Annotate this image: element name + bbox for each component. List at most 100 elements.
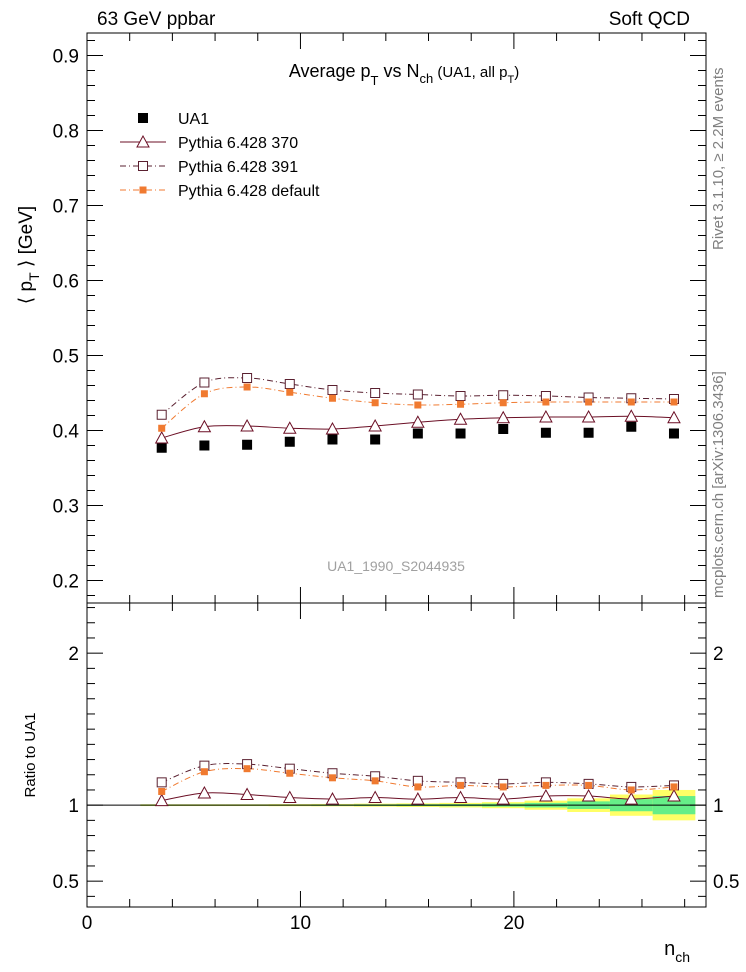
main-y-tick-label: 0.5 bbox=[53, 347, 79, 368]
ratio-data-point bbox=[453, 790, 468, 804]
ratio-data-point bbox=[539, 788, 553, 802]
rivet-version-label: Rivet 3.1.10, ≥ 2.2M events bbox=[710, 68, 727, 251]
ratio-y-axis-label: Ratio to UA1 bbox=[22, 712, 39, 797]
ratio-y-tick-label-right: 2 bbox=[713, 644, 724, 665]
main-data-point bbox=[325, 421, 340, 435]
main-data-point bbox=[242, 439, 253, 450]
main-data-point bbox=[370, 434, 381, 445]
legend-label: UA1 bbox=[178, 111, 209, 128]
main-data-point bbox=[670, 398, 678, 406]
main-data-point bbox=[412, 389, 423, 400]
ratio-data-point bbox=[542, 781, 550, 789]
plot-title: Average pT vs Nch (UA1, all pT) bbox=[289, 61, 519, 88]
ratio-y-tick-label-right: 0.5 bbox=[713, 872, 739, 893]
ratio-data-point bbox=[325, 792, 340, 805]
main-data-point bbox=[455, 391, 466, 401]
main-data-point bbox=[414, 401, 422, 409]
main-y-tick-label: 0.4 bbox=[53, 422, 80, 443]
x-axis-label: nch bbox=[664, 938, 690, 965]
legend-marker bbox=[136, 134, 150, 148]
ratio-y-tick-label: 1 bbox=[68, 796, 79, 817]
legend-entry: Pythia 6.428 391 bbox=[120, 159, 298, 176]
ratio-plot-frame bbox=[86, 602, 707, 908]
ratio-data-point bbox=[282, 790, 297, 804]
main-data-point bbox=[581, 409, 596, 423]
main-data-point bbox=[542, 398, 550, 406]
main-data-point bbox=[540, 427, 551, 438]
main-data-point bbox=[498, 390, 509, 401]
ratio-data-point bbox=[371, 777, 379, 785]
legend-entry: Pythia 6.428 default bbox=[120, 183, 320, 200]
main-y-tick-label: 0.2 bbox=[53, 572, 79, 593]
x-tick-label: 20 bbox=[503, 913, 524, 934]
ratio-data-point bbox=[368, 790, 382, 804]
legend-marker bbox=[138, 113, 148, 123]
collision-label: 63 GeV ppbar bbox=[97, 9, 216, 30]
main-y-tick-label: 0.3 bbox=[53, 497, 79, 518]
ratio-data-point bbox=[156, 777, 167, 788]
ratio-data-point bbox=[581, 788, 596, 802]
main-data-point bbox=[156, 409, 167, 420]
ratio-data-point bbox=[627, 786, 635, 794]
ratio-data-point bbox=[624, 792, 639, 805]
main-data-point bbox=[368, 418, 382, 432]
main-data-point bbox=[199, 440, 210, 451]
ratio-data-point bbox=[499, 783, 507, 791]
main-data-point bbox=[626, 421, 637, 432]
main-data-point bbox=[158, 424, 166, 432]
mcplots-reference-label: mcplots.cern.ch [arXiv:1306.3436] bbox=[710, 371, 727, 598]
main-data-point bbox=[284, 436, 295, 447]
ratio-data-point bbox=[200, 768, 208, 776]
main-data-point bbox=[627, 398, 635, 406]
main-data-point bbox=[370, 388, 381, 398]
legend-marker bbox=[139, 186, 147, 194]
main-data-point bbox=[286, 388, 294, 396]
main-data-point bbox=[455, 428, 466, 439]
ratio-data-point bbox=[158, 787, 166, 795]
ratio-y-tick-label: 0.5 bbox=[53, 872, 79, 893]
legend: UA1 Pythia 6.428 370 Pythia 6.428 391 Pythi… bbox=[120, 111, 320, 200]
ratio-data-point bbox=[328, 774, 336, 782]
ratio-data-point bbox=[286, 769, 294, 777]
main-data-point bbox=[583, 427, 594, 438]
analysis-watermark: UA1_1990_S2044935 bbox=[327, 558, 465, 574]
main-plot-panel: 0.2 0.3 0.4 0.5 0.6 0.7 0.8 0.9 Average pT vs N… bbox=[16, 32, 707, 604]
legend-label: Pythia 6.428 370 bbox=[178, 135, 298, 152]
main-data-point bbox=[499, 399, 507, 407]
ratio-data-point bbox=[243, 765, 251, 773]
main-data-point bbox=[284, 379, 295, 389]
main-data-point bbox=[282, 421, 297, 434]
ratio-y-tick-label: 2 bbox=[68, 644, 79, 665]
ratio-data-point bbox=[457, 781, 465, 789]
main-data-point bbox=[667, 410, 681, 424]
main-data-point bbox=[498, 424, 509, 434]
legend-entry: Pythia 6.428 370 bbox=[120, 134, 298, 152]
main-y-tick-label: 0.6 bbox=[53, 272, 79, 293]
main-data-point bbox=[457, 400, 465, 408]
main-y-tick-label: 0.7 bbox=[53, 197, 79, 218]
ratio-data-point bbox=[670, 783, 678, 791]
legend-entry: UA1 bbox=[138, 111, 209, 128]
main-data-point bbox=[539, 409, 553, 423]
ratio-data-point bbox=[496, 792, 511, 805]
main-data-point bbox=[199, 377, 210, 388]
main-y-tick-label: 0.9 bbox=[53, 47, 79, 68]
ratio-data-point bbox=[414, 783, 422, 791]
main-data-point bbox=[154, 430, 169, 444]
main-data-point bbox=[411, 415, 425, 428]
ratio-data-point bbox=[411, 792, 425, 805]
ratio-y-tick-label-right: 1 bbox=[713, 796, 724, 817]
main-data-point bbox=[243, 383, 251, 391]
main-data-point bbox=[496, 410, 511, 424]
ratio-plot-panel: 0 10 20 0.5 0.5 1 1 2 2 Ratio to UA1 nch bbox=[22, 602, 739, 965]
main-data-point bbox=[371, 399, 379, 407]
main-data-point bbox=[624, 409, 639, 422]
ratio-data-point bbox=[585, 781, 593, 789]
main-y-axis-label: ⟨ pT ⟩ [GeV] bbox=[16, 206, 42, 304]
ratio-data-point bbox=[197, 785, 212, 799]
category-label: Soft QCD bbox=[609, 9, 690, 30]
legend-label: Pythia 6.428 default bbox=[178, 183, 320, 200]
x-tick-label: 0 bbox=[82, 913, 93, 934]
ratio-data-point bbox=[154, 793, 169, 807]
